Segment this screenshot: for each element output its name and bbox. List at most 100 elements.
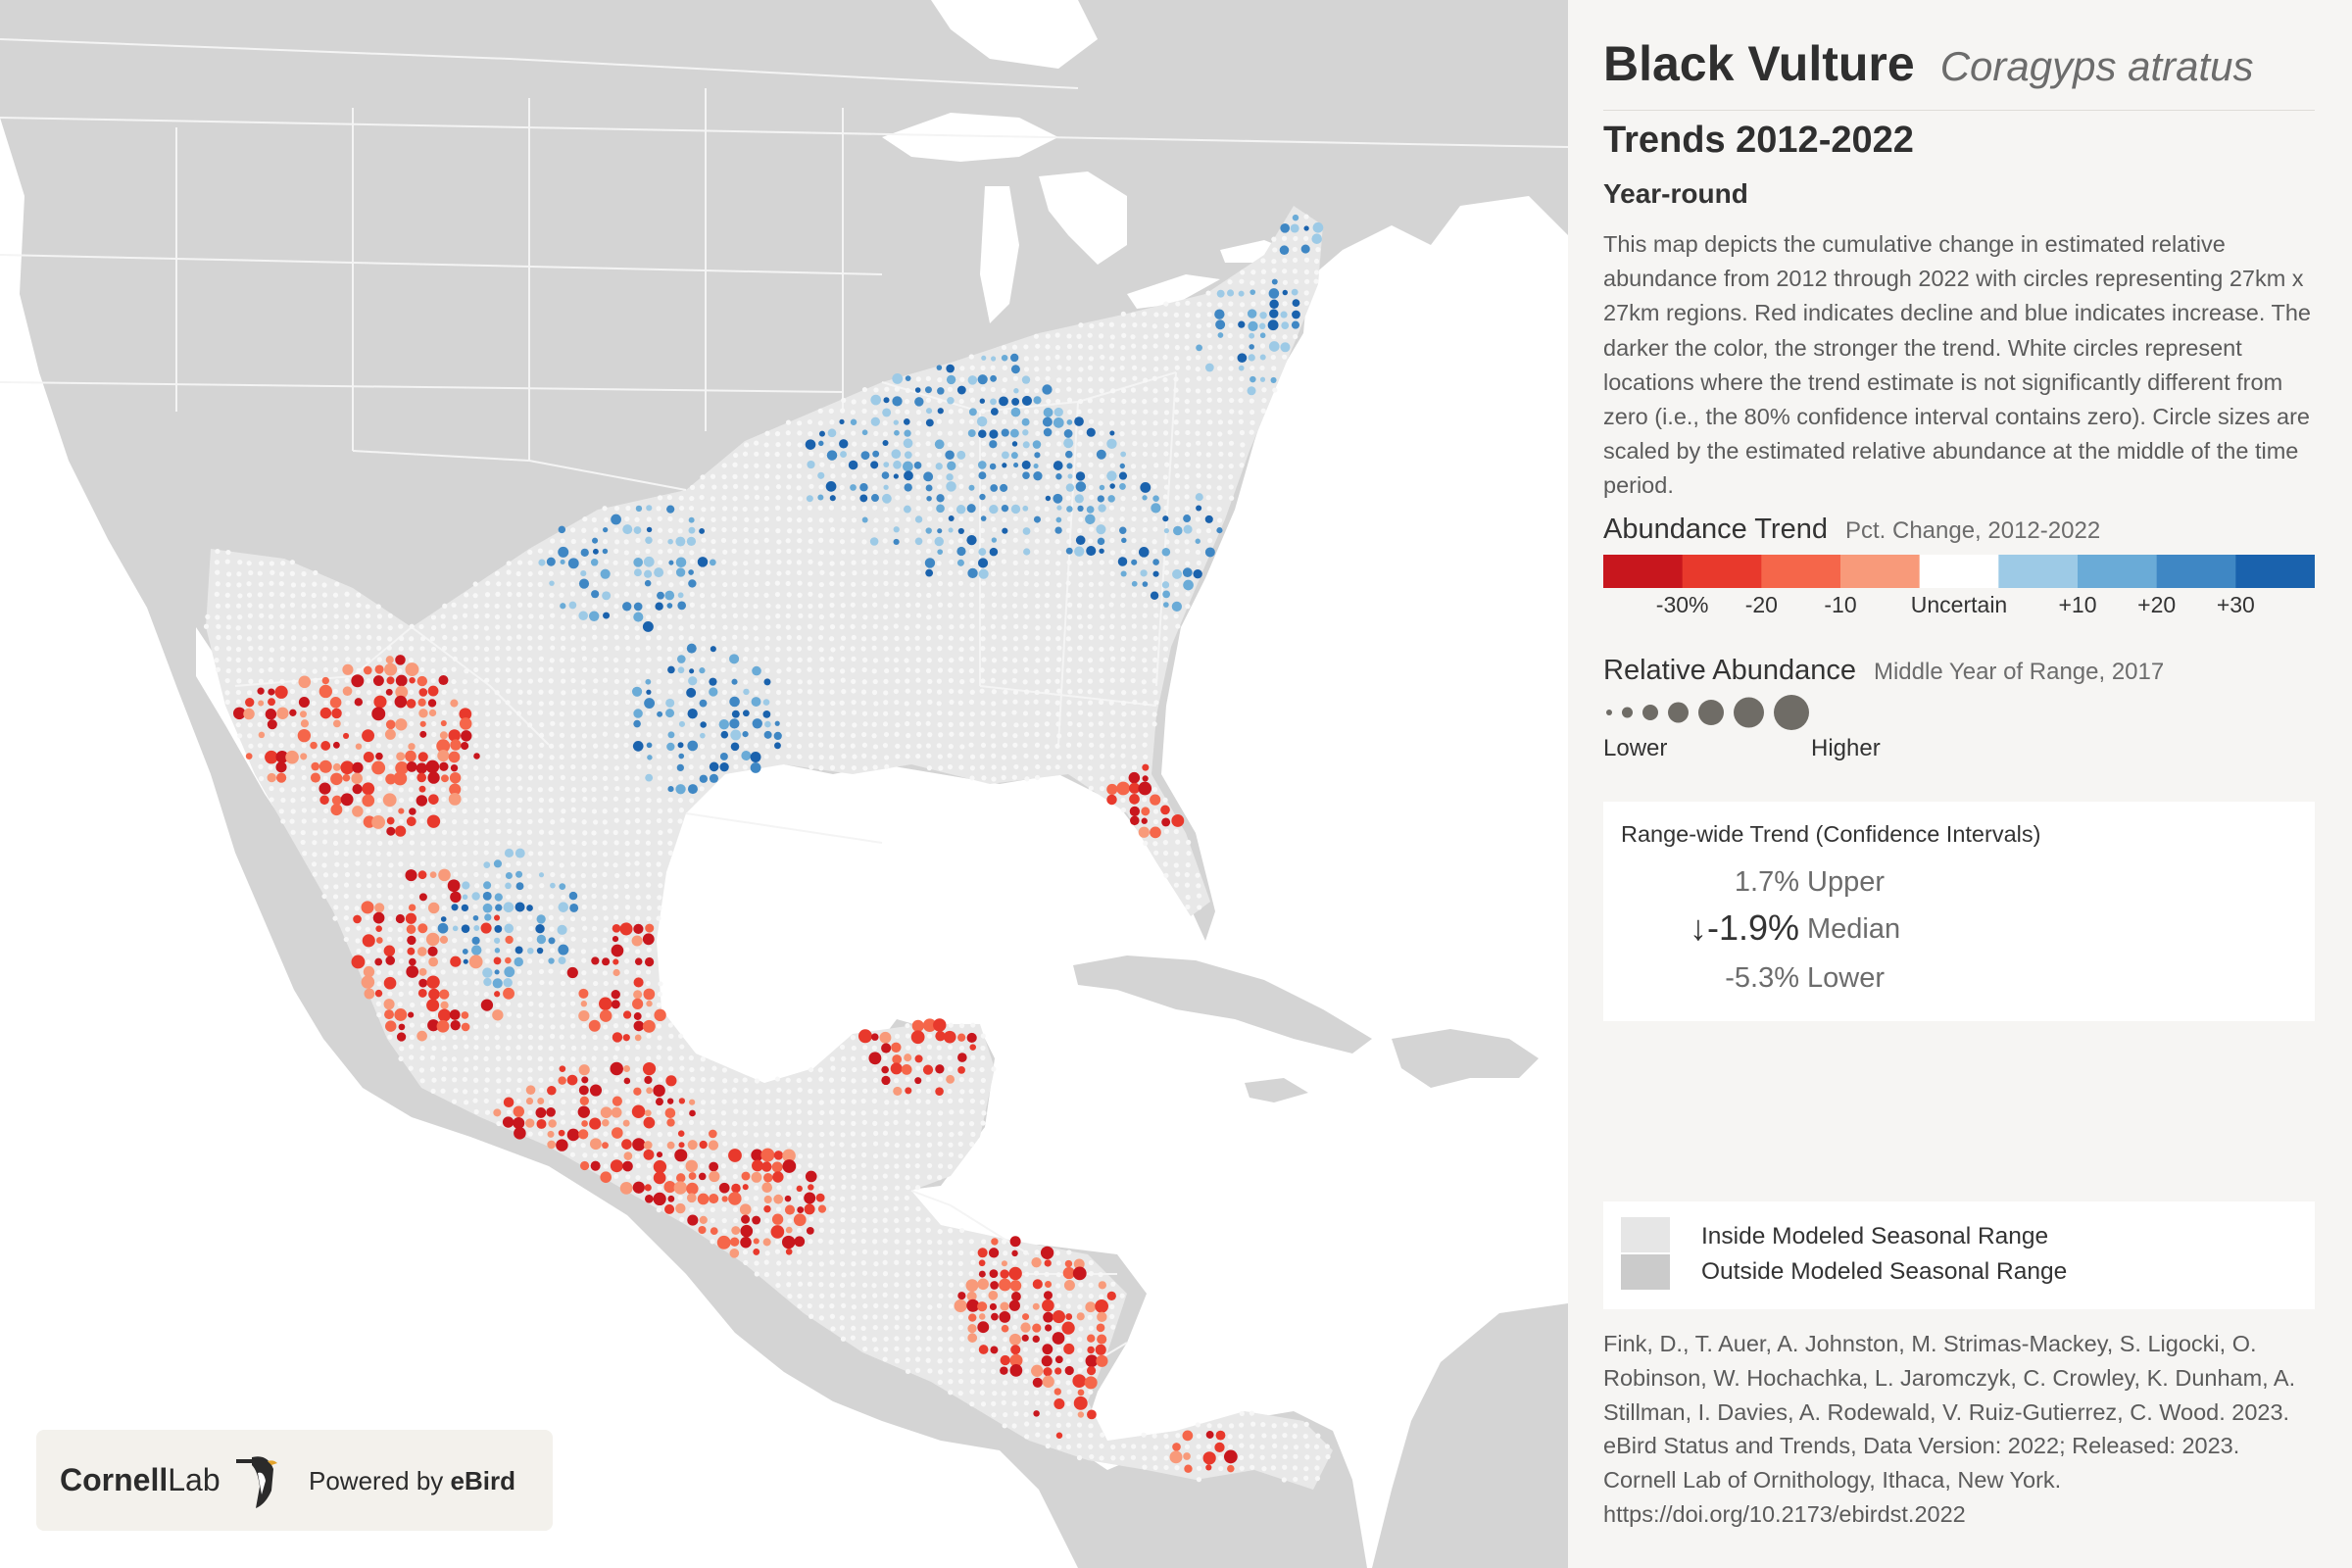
grid-dot (743, 603, 749, 609)
grid-dot (537, 763, 543, 769)
grid-dot (742, 506, 748, 513)
grid-dot (536, 947, 544, 955)
grid-dot (570, 873, 576, 879)
grid-dot (646, 1162, 653, 1168)
grid-dot (688, 1054, 694, 1061)
grid-dot (905, 1216, 910, 1223)
grid-dot (893, 526, 900, 533)
grid-dot (808, 710, 813, 716)
grid-dot (938, 765, 944, 771)
grid-dot (980, 710, 986, 716)
grid-dot (1035, 1432, 1041, 1438)
grid-dot (409, 646, 415, 652)
grid-dot (774, 1239, 780, 1245)
grid-dot (1033, 699, 1039, 705)
grid-dot (548, 905, 554, 910)
grid-dot (731, 581, 737, 587)
grid-dot (410, 882, 416, 888)
grid-dot (1196, 451, 1202, 457)
grid-dot (365, 743, 371, 750)
grid-dot (561, 1002, 566, 1007)
grid-dot (1087, 678, 1094, 684)
grid-dot (592, 634, 598, 640)
grid-dot (665, 709, 675, 718)
grid-dot (980, 678, 986, 684)
grid-dot (947, 1326, 953, 1332)
grid-dot (1217, 1455, 1223, 1461)
grid-dot (1152, 375, 1157, 381)
grid-dot (872, 1088, 878, 1094)
grid-dot (591, 1099, 598, 1104)
grid-dot (883, 625, 889, 631)
grid-dot (578, 611, 588, 621)
grid-dot (1013, 388, 1019, 394)
grid-dot (797, 1293, 803, 1299)
grid-dot (1034, 367, 1040, 372)
grid-dot (1248, 320, 1258, 331)
grid-dot (1066, 711, 1072, 717)
grid-dot (731, 569, 738, 575)
grid-dot (1065, 547, 1073, 555)
grid-dot (1184, 1444, 1190, 1449)
grid-dot (1229, 397, 1235, 404)
grid-dot (437, 750, 450, 762)
grid-dot (1000, 483, 1008, 492)
grid-dot (786, 592, 792, 598)
grid-dot (376, 1011, 382, 1018)
grid-dot (754, 1260, 760, 1266)
grid-dot (925, 667, 932, 674)
grid-dot (1195, 440, 1201, 446)
cornell-lab-logo-box[interactable]: CornellLab Powered by eBird (36, 1430, 553, 1531)
grid-dot (1066, 506, 1073, 513)
grid-dot (937, 1314, 943, 1320)
grid-dot (515, 1099, 521, 1104)
grid-dot (1098, 504, 1106, 513)
grid-dot (976, 416, 988, 427)
grid-dot (947, 441, 953, 448)
grid-dot (1022, 710, 1029, 716)
grid-dot (1153, 356, 1159, 362)
grid-dot (1099, 365, 1105, 371)
grid-dot (376, 732, 383, 738)
grid-dot (633, 526, 642, 534)
grid-dot (797, 463, 803, 469)
grid-dot (980, 386, 986, 392)
grid-dot (505, 882, 512, 890)
grid-dot (248, 743, 254, 749)
grid-dot (720, 730, 729, 739)
grid-dot (440, 916, 447, 922)
grid-dot (397, 668, 403, 674)
grid-dot (538, 624, 544, 630)
grid-dot (710, 473, 716, 479)
grid-dot (1206, 322, 1212, 328)
grid-dot (894, 1173, 900, 1179)
grid-dot (427, 902, 440, 914)
grid-dot (538, 1002, 544, 1008)
grid-dot (442, 603, 448, 609)
grid-dot (289, 764, 296, 770)
grid-dot (1205, 430, 1212, 437)
grid-dot (214, 591, 220, 597)
grid-dot (969, 775, 975, 781)
grid-dot (1142, 658, 1148, 663)
grid-dot (1171, 601, 1182, 612)
grid-dot (375, 808, 382, 813)
grid-dot (1163, 386, 1169, 392)
grid-dot (1304, 1454, 1310, 1460)
grid-dot (658, 981, 663, 987)
grid-dot (603, 623, 610, 629)
grid-dot (925, 1076, 931, 1083)
grid-dot (785, 1131, 791, 1137)
grid-dot (895, 1250, 901, 1255)
grid-dot (580, 721, 587, 727)
grid-dot (883, 1325, 889, 1331)
grid-dot (1032, 1279, 1043, 1290)
grid-dot (1040, 1246, 1054, 1259)
grid-dot (906, 710, 911, 716)
grid-dot (515, 925, 522, 931)
grid-dot (699, 528, 706, 534)
trend-bin-0 (1603, 555, 1684, 588)
grid-dot (1217, 354, 1223, 361)
grid-dot (829, 666, 835, 672)
grid-dot (602, 677, 609, 683)
